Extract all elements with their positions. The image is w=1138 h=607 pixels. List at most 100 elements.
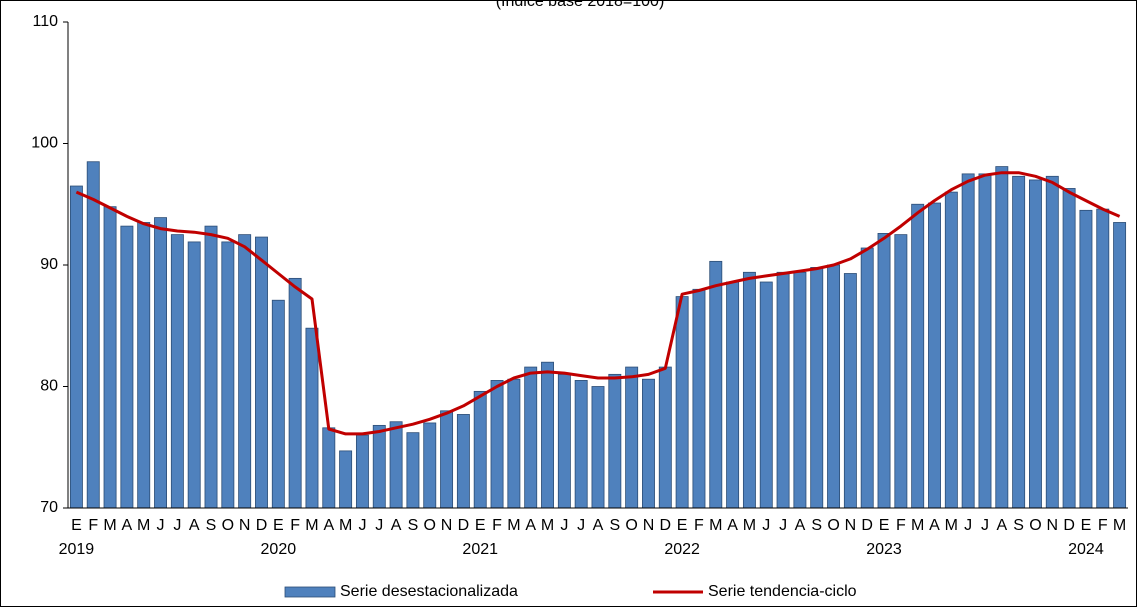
x-year-label: 2022 bbox=[664, 541, 700, 558]
x-tick-label: N bbox=[643, 517, 655, 534]
bar bbox=[255, 236, 268, 509]
x-tick-label: J bbox=[762, 517, 770, 534]
x-tick-label: A bbox=[727, 517, 738, 534]
bar bbox=[1079, 209, 1093, 509]
bar bbox=[69, 185, 83, 509]
bar bbox=[238, 234, 252, 509]
x-tick-label: M bbox=[1113, 517, 1126, 534]
x-tick-label: E bbox=[879, 517, 890, 534]
legend-swatch bbox=[284, 586, 336, 598]
trend-line bbox=[75, 171, 1121, 436]
bar bbox=[675, 296, 689, 509]
bar bbox=[524, 366, 538, 509]
bar bbox=[221, 241, 235, 509]
x-tick-label: O bbox=[222, 517, 234, 534]
legend-label: Serie tendencia-ciclo bbox=[708, 583, 857, 600]
x-tick-label: E bbox=[273, 517, 284, 534]
bar bbox=[322, 427, 336, 509]
bar bbox=[827, 264, 841, 509]
bar bbox=[642, 378, 655, 509]
x-tick-label: M bbox=[103, 517, 116, 534]
bar bbox=[170, 234, 184, 509]
y-tick-label: 100 bbox=[31, 135, 58, 152]
bar bbox=[271, 299, 285, 509]
bar bbox=[372, 424, 386, 509]
x-tick-label: J bbox=[375, 517, 383, 534]
x-tick-label: S bbox=[1013, 517, 1024, 534]
x-tick-label: N bbox=[845, 517, 857, 534]
x-tick-label: M bbox=[743, 517, 756, 534]
bar bbox=[810, 267, 824, 509]
bar bbox=[608, 373, 622, 509]
x-tick-label: D bbox=[861, 517, 873, 534]
bar bbox=[961, 173, 975, 509]
bar bbox=[490, 380, 504, 509]
bar bbox=[423, 422, 437, 509]
bar bbox=[709, 260, 723, 509]
x-tick-label: E bbox=[475, 517, 486, 534]
bar bbox=[911, 203, 925, 509]
x-tick-label: M bbox=[137, 517, 150, 534]
x-tick-label: J bbox=[157, 517, 165, 534]
bar bbox=[1096, 208, 1110, 509]
x-tick-label: A bbox=[189, 517, 200, 534]
bar bbox=[843, 273, 857, 509]
bar bbox=[860, 247, 874, 509]
bar bbox=[1113, 222, 1127, 509]
x-tick-label: J bbox=[577, 517, 585, 534]
x-tick-label: J bbox=[358, 517, 366, 534]
bar bbox=[187, 241, 201, 509]
bar bbox=[473, 390, 487, 509]
x-tick-label: S bbox=[811, 517, 822, 534]
x-tick-label: A bbox=[795, 517, 806, 534]
x-tick-label: M bbox=[541, 517, 554, 534]
x-tick-label: F bbox=[492, 517, 502, 534]
x-year-label: 2019 bbox=[59, 541, 95, 558]
x-tick-label: D bbox=[256, 517, 268, 534]
bar bbox=[944, 191, 958, 509]
x-tick-label: M bbox=[507, 517, 520, 534]
bar bbox=[86, 161, 100, 509]
y-tick-label: 70 bbox=[40, 499, 58, 516]
x-tick-label: E bbox=[71, 517, 82, 534]
x-tick-label: A bbox=[593, 517, 604, 534]
bar bbox=[389, 421, 403, 509]
bar bbox=[305, 327, 319, 509]
bar bbox=[658, 366, 672, 509]
bar bbox=[120, 225, 134, 509]
bar bbox=[154, 217, 167, 509]
bar bbox=[355, 434, 369, 509]
bar bbox=[339, 450, 353, 509]
y-tick-label: 110 bbox=[32, 13, 58, 30]
x-tick-label: J bbox=[560, 517, 568, 534]
x-tick-label: N bbox=[239, 517, 251, 534]
x-tick-label: M bbox=[945, 517, 958, 534]
bar bbox=[1045, 175, 1059, 509]
bar bbox=[1029, 179, 1042, 509]
x-tick-label: D bbox=[660, 517, 672, 534]
bar bbox=[877, 233, 891, 509]
x-tick-label: N bbox=[1047, 517, 1059, 534]
x-tick-label: O bbox=[827, 517, 839, 534]
bar bbox=[507, 378, 521, 509]
x-tick-label: O bbox=[424, 517, 436, 534]
x-tick-label: S bbox=[609, 517, 620, 534]
x-tick-label: J bbox=[173, 517, 181, 534]
x-tick-label: S bbox=[206, 517, 217, 534]
x-tick-label: E bbox=[677, 517, 688, 534]
x-tick-label: D bbox=[458, 517, 470, 534]
legend-label: Serie desestacionalizada bbox=[340, 583, 518, 600]
x-tick-label: O bbox=[625, 517, 637, 534]
y-tick-label: 90 bbox=[40, 256, 58, 273]
x-tick-label: F bbox=[88, 517, 98, 534]
bar bbox=[1062, 188, 1076, 509]
x-tick-label: M bbox=[911, 517, 924, 534]
bar bbox=[978, 173, 992, 509]
bar bbox=[692, 288, 706, 509]
x-tick-label: F bbox=[896, 517, 906, 534]
bar bbox=[591, 386, 605, 509]
x-tick-label: J bbox=[779, 517, 787, 534]
bar bbox=[406, 432, 420, 509]
x-year-label: 2024 bbox=[1068, 541, 1104, 558]
x-tick-label: A bbox=[996, 517, 1007, 534]
